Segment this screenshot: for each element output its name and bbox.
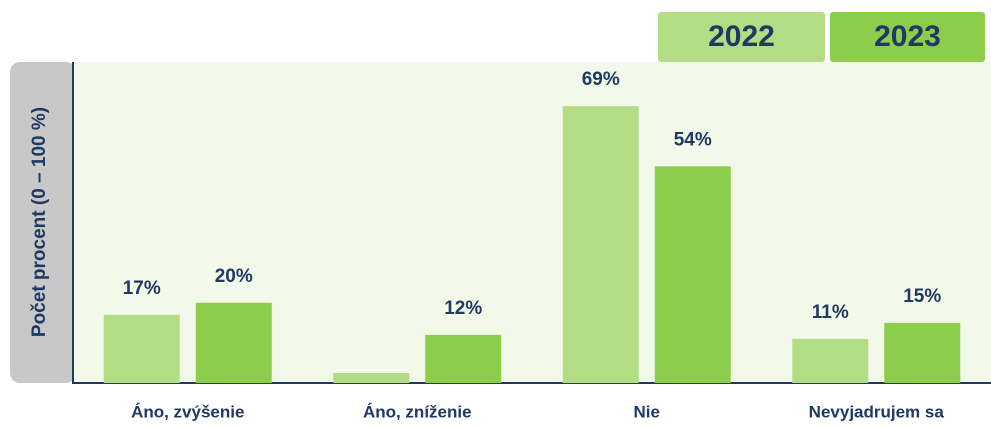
x-tick-label: Áno, zníženie <box>363 402 472 421</box>
bar <box>654 166 731 383</box>
value-label: 15% <box>903 286 941 307</box>
bar <box>103 314 180 383</box>
bar <box>333 372 410 383</box>
bar <box>425 334 502 383</box>
legend-label: 2023 <box>874 20 941 53</box>
bar <box>884 322 961 383</box>
x-tick-label: Nevyjadrujem sa <box>809 402 945 421</box>
value-label: 69% <box>582 69 620 90</box>
y-axis-label: Počet procent (0 – 100 %) <box>29 107 50 337</box>
bar <box>195 302 272 383</box>
value-label: 12% <box>444 298 482 319</box>
x-tick-label: Áno, zvýšenie <box>131 402 244 421</box>
bar <box>562 106 639 383</box>
value-label: 20% <box>215 266 253 287</box>
value-label: 54% <box>674 129 712 150</box>
axis-label-band <box>10 62 76 383</box>
bar <box>792 338 869 383</box>
value-label: 11% <box>812 302 849 323</box>
x-tick-label: Nie <box>634 402 660 421</box>
legend-swatch <box>658 12 825 62</box>
legend-swatch <box>830 12 985 62</box>
value-label: 17% <box>123 278 161 299</box>
legend-label: 2022 <box>708 20 775 53</box>
